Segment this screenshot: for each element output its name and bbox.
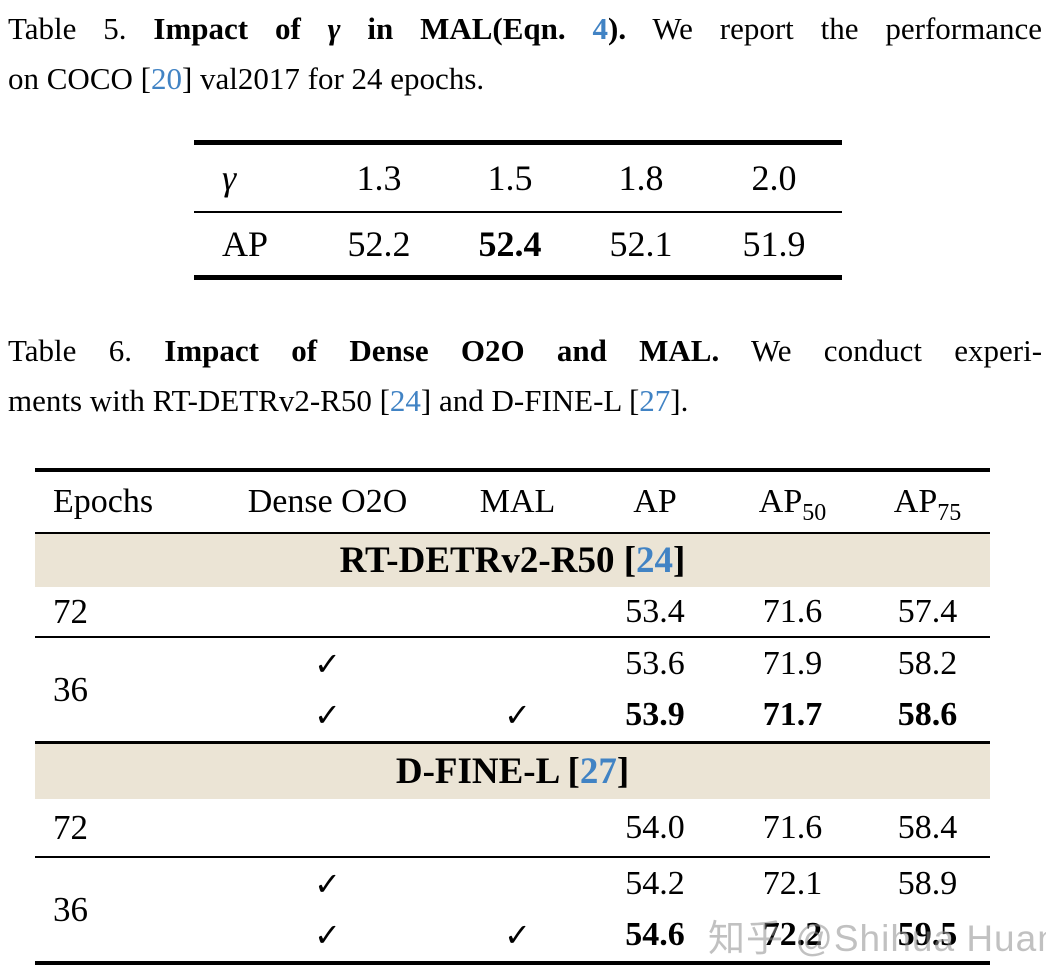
ap50-cell: 71.9 xyxy=(762,644,823,682)
table6-caption-line2: ments with RT-DETRv2-R50 [24] and D-FINE… xyxy=(8,376,1042,426)
table-header-row: Epochs Dense O2O MAL AP AP50 AP75 xyxy=(35,470,990,534)
cite-ref-20-link[interactable]: 20 xyxy=(150,61,182,96)
dense-o2o-checkmark: ✓ xyxy=(314,696,341,734)
mal-cell xyxy=(445,637,590,689)
cite-ref-24-link[interactable]: 24 xyxy=(389,383,421,418)
dense-o2o-checkmark: ✓ xyxy=(314,864,341,903)
cite-ref-27-link[interactable]: 27 xyxy=(579,751,617,792)
table5-caption: Table 5. Impact of γ in MAL(Eqn. 4). We … xyxy=(8,4,1042,104)
mal-checkmark: ✓ xyxy=(504,916,531,954)
ap-row-label: AP xyxy=(222,224,269,264)
gamma-symbol: γ xyxy=(327,11,341,46)
dense-o2o-cell xyxy=(210,799,445,858)
table6-caption: Table 6. Impact of Dense O2O and MAL. We… xyxy=(8,326,1042,426)
eqn-ref-link[interactable]: 4 xyxy=(592,11,609,46)
dense-o2o-checkmark: ✓ xyxy=(314,916,341,954)
ap75-cell: 59.5 xyxy=(897,916,958,953)
table-row: 72 53.4 71.6 57.4 xyxy=(35,587,990,638)
gamma-ablation-table: γ 1.3 1.5 1.8 2.0 AP 52.2 52.4 52.1 51.9 xyxy=(194,140,842,280)
ap50-cell: 71.6 xyxy=(720,587,865,638)
epochs-cell: 72 xyxy=(35,799,210,858)
ap75-column-header: AP75 xyxy=(865,470,990,534)
section-header-dfine: D-FINE-L [27] xyxy=(35,741,990,799)
epochs-column-header: Epochs xyxy=(35,470,210,534)
ap50-cell: 71.7 xyxy=(762,696,823,733)
table6-caption-line1: Table 6. Impact of Dense O2O and MAL. We… xyxy=(8,326,1042,376)
ap75-cell: 58.6 xyxy=(897,696,958,733)
table-row: 72 54.0 71.6 58.4 xyxy=(35,799,990,858)
ap50-subscript: 50 xyxy=(802,499,827,526)
mal-column-header: MAL xyxy=(445,470,590,534)
section-title: D-FINE-L [ xyxy=(395,751,580,792)
caption5-bold-title: Impact of xyxy=(153,11,328,46)
ap50-cell: 71.6 xyxy=(720,799,865,858)
table-row: γ 1.3 1.5 1.8 2.0 xyxy=(194,142,842,213)
table5-caption-line1: Table 5. Impact of γ in MAL(Eqn. 4). We … xyxy=(8,4,1042,54)
ap-cell: 54.0 xyxy=(590,799,720,858)
table-row: AP 52.2 52.4 52.1 51.9 xyxy=(194,212,842,278)
caption5-text2: on COCO [ xyxy=(8,61,151,96)
epochs-cell: 36 xyxy=(53,669,88,709)
dense-o2o-cell xyxy=(210,587,445,638)
ap-cell: 53.4 xyxy=(590,587,720,638)
gamma-value-header: 1.5 xyxy=(444,142,576,213)
mal-cell xyxy=(445,587,590,638)
ap-column-header: AP xyxy=(590,470,720,534)
caption5-text3: ] val2017 for 24 epochs. xyxy=(181,61,485,96)
ap50-cell: 72.1 xyxy=(762,864,823,902)
caption6-text: We conduct experi- xyxy=(719,333,1043,368)
mal-cell xyxy=(445,857,590,909)
ap75-cell: 58.9 xyxy=(897,864,958,902)
ap50-cell: 72.2 xyxy=(762,916,823,953)
dense-o2o-checkmark: ✓ xyxy=(314,644,341,683)
ap-value-cell-best: 52.4 xyxy=(478,224,542,264)
caption6-prefix: Table 6. xyxy=(8,333,165,368)
caption5-text: We report the performance xyxy=(626,11,1042,46)
caption6-text3: ] and D-FINE-L [ xyxy=(420,383,640,418)
ap-value-cell: 52.2 xyxy=(347,224,411,264)
gamma-value-header: 2.0 xyxy=(706,142,842,213)
ap75-cell: 58.4 xyxy=(865,799,990,858)
ap75-subscript: 75 xyxy=(937,499,962,526)
epochs-cell: 72 xyxy=(35,587,210,638)
gamma-header-cell: γ xyxy=(194,142,314,213)
section-title-close: ] xyxy=(616,751,630,792)
caption6-text4: ]. xyxy=(670,383,689,418)
table-row: 36 ✓ 54.2 72.1 58.9 xyxy=(35,857,990,929)
caption5-prefix: Table 5. xyxy=(8,11,154,46)
cite-ref-24-link[interactable]: 24 xyxy=(636,540,674,581)
table-row-best: ✓ ✓ 53.9 71.7 58.6 xyxy=(35,689,990,743)
caption6-bold-title: Impact of Dense O2O and MAL. xyxy=(164,333,720,368)
epochs-cell: 36 xyxy=(53,889,88,929)
caption5-bold-close: ). xyxy=(608,11,627,46)
gamma-value-header: 1.8 xyxy=(576,142,706,213)
caption6-text2: ments with RT-DETRv2-R50 [ xyxy=(8,383,390,418)
section-title: RT-DETRv2-R50 [ xyxy=(339,540,637,581)
dense-o2o-column-header: Dense O2O xyxy=(210,470,445,534)
ap-cell: 54.6 xyxy=(625,916,685,953)
table-row-best: ✓ ✓ 54.6 72.2 59.5 xyxy=(35,909,990,963)
dense-o2o-mal-ablation-table: Epochs Dense O2O MAL AP AP50 AP75 RT-DET… xyxy=(35,468,990,965)
section-header-rtdetrv2: RT-DETRv2-R50 [24] xyxy=(35,533,990,587)
cite-ref-27-link[interactable]: 27 xyxy=(639,383,671,418)
ap50-column-header: AP50 xyxy=(720,470,865,534)
table5-caption-line2: on COCO [20] val2017 for 24 epochs. xyxy=(8,54,1042,104)
mal-checkmark: ✓ xyxy=(504,696,531,734)
ap-value-cell: 51.9 xyxy=(742,224,806,264)
ap75-cell: 58.2 xyxy=(897,644,958,682)
section-title-close: ] xyxy=(673,540,686,581)
ap-cell: 53.9 xyxy=(625,696,685,733)
mal-cell xyxy=(445,799,590,858)
caption5-bold-title2: in MAL(Eqn. xyxy=(340,11,593,46)
table-row: 36 ✓ 53.6 71.9 58.2 xyxy=(35,637,990,709)
ap-cell: 54.2 xyxy=(625,864,685,902)
gamma-value-header: 1.3 xyxy=(314,142,444,213)
ap-value-cell: 52.1 xyxy=(609,224,673,264)
ap75-cell: 57.4 xyxy=(865,587,990,638)
ap-cell: 53.6 xyxy=(625,644,685,682)
